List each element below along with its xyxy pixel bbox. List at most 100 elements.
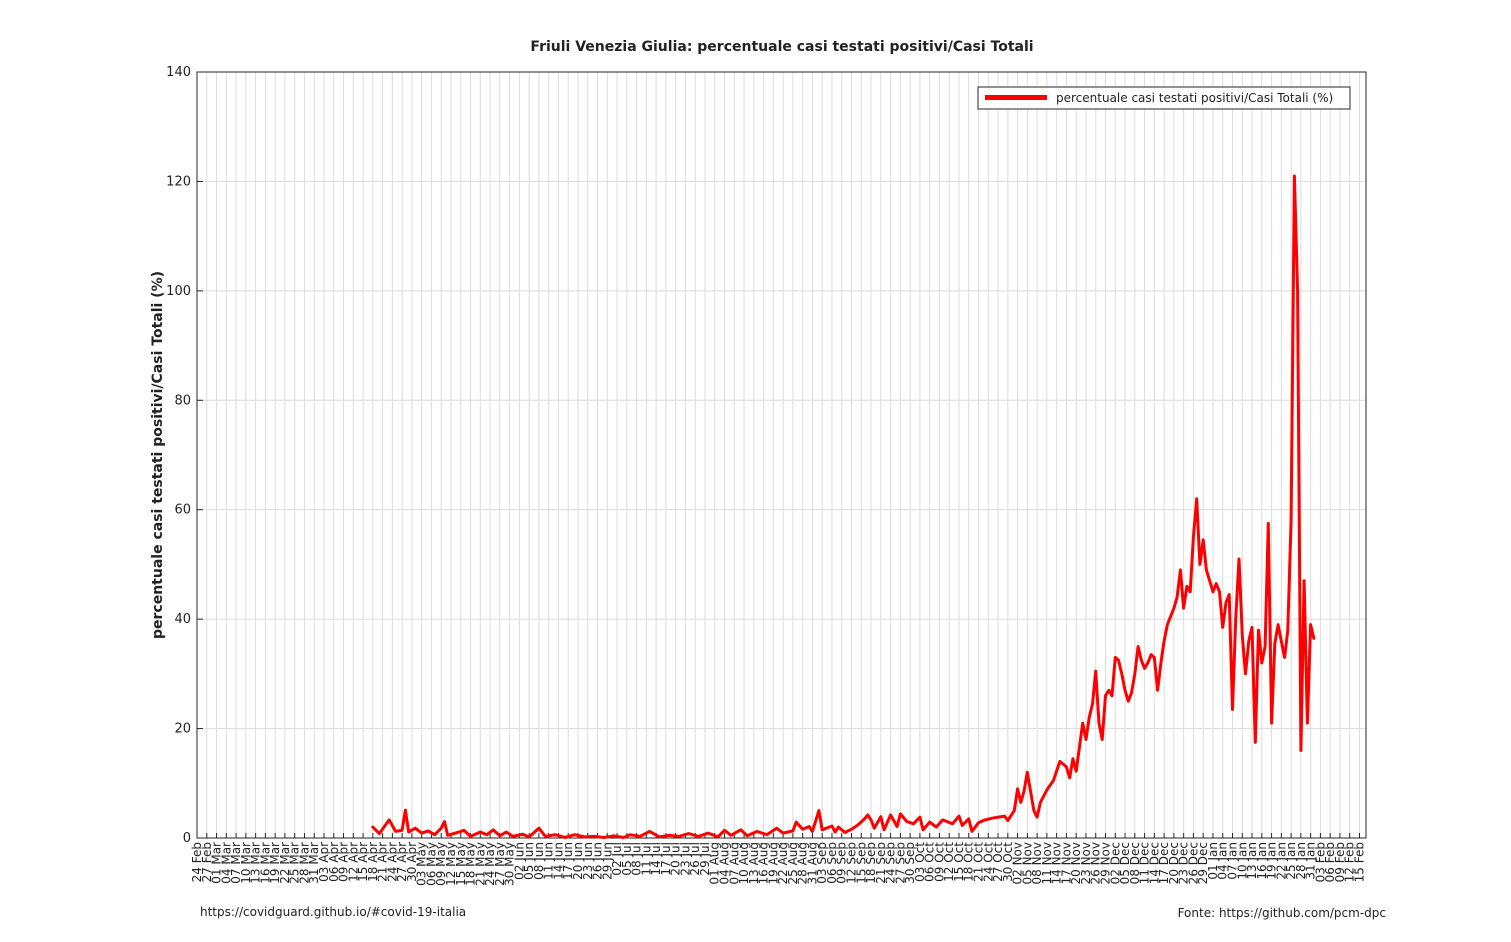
x-tick-label: 10 Mar [239, 842, 253, 884]
x-tick-label: 25 Jan [1284, 842, 1298, 880]
x-tick-label: 15 Sep [854, 842, 868, 884]
x-tick-label: 12 Feb [1343, 842, 1357, 882]
x-tick-label: 30 Sep [903, 842, 917, 884]
x-tick-label: 09 May [434, 842, 448, 886]
x-tick-label: 09 Sep [835, 842, 849, 884]
x-tick-label: 22 Aug [776, 842, 790, 885]
x-tick-label: 06 Apr [327, 842, 341, 882]
x-tick-label: 17 Jul [659, 842, 673, 876]
x-tick-label: 08 Dec [1128, 842, 1142, 884]
x-tick-label: 18 Sep [864, 842, 878, 884]
x-tick-label: 25 Aug [786, 842, 800, 885]
y-tick-label: 40 [174, 612, 191, 627]
x-tick-label: 27 May [493, 842, 507, 886]
x-tick-label: 07 Mar [229, 842, 243, 884]
x-tick-label: 03 May [415, 842, 429, 886]
x-tick-label: 19 Jan [1265, 842, 1279, 880]
x-tick-label: 31 Mar [307, 842, 321, 884]
x-tick-label: 17 Jun [561, 842, 575, 880]
x-tick-label: 27 Apr [395, 842, 409, 882]
x-tick-label: 21 Apr [376, 842, 390, 882]
x-tick-label: 18 May [464, 842, 478, 886]
x-tick-label: 15 Oct [952, 842, 966, 882]
x-tick-label: 20 Dec [1167, 842, 1181, 884]
x-tick-label: 30 Oct [1001, 842, 1015, 882]
series-layer [371, 174, 1316, 839]
x-tick-label: 14 Nov [1050, 842, 1064, 885]
x-tick-label: 11 Jun [542, 842, 556, 880]
x-tick-label: 11 Jul [639, 842, 653, 876]
x-tick-label: 18 Apr [366, 842, 380, 882]
x-tick-label: 24 Feb [190, 842, 204, 882]
x-tick-label: 22 Jan [1274, 842, 1288, 880]
footer-right: Fonte: https://github.com/pcm-dpc [1177, 906, 1386, 920]
plot-frame [196, 71, 1367, 839]
x-tick-label: 17 Dec [1157, 842, 1171, 884]
x-tick-label: 14 Dec [1147, 842, 1161, 884]
x-tick-label: 03 Sep [815, 842, 829, 884]
legend: percentuale casi testati positivi/Casi T… [977, 86, 1351, 110]
x-tick-label: 11 Nov [1040, 842, 1054, 885]
x-tick-label: 15 Apr [356, 842, 370, 882]
x-tick-label: 02 Jul [610, 842, 624, 876]
x-tick-label: 24 Sep [884, 842, 898, 884]
y-tick-label: 0 [183, 831, 191, 846]
x-tick-label: 13 Aug [747, 842, 761, 885]
x-tick-label: 23 Dec [1177, 842, 1191, 884]
x-tick-label: 28 Jan [1294, 842, 1308, 880]
chart-title: Friuli Venezia Giulia: percentuale casi … [530, 39, 1033, 55]
x-tick-label: 12 May [444, 842, 458, 886]
y-tick-label: 60 [174, 503, 191, 518]
x-tick-label: 06 May [424, 842, 438, 886]
x-tick-label: 04 Aug [718, 842, 732, 885]
y-tick-label: 80 [174, 393, 191, 408]
x-tick-label: 31 Aug [805, 842, 819, 885]
x-tick-label: 19 Mar [268, 842, 282, 884]
x-tick-label: 20 Nov [1069, 842, 1083, 885]
x-tick-label: 20 Jun [571, 842, 585, 880]
x-tick-label: 08 Jul [630, 842, 644, 876]
x-tick-label: 13 Mar [249, 842, 263, 884]
x-tick-label: 12 Sep [845, 842, 859, 884]
legend-label: percentuale casi testati positivi/Casi T… [1056, 91, 1333, 105]
x-tick-label: 15 May [454, 842, 468, 886]
y-axis-label: percentuale casi testati positivi/Casi T… [150, 271, 166, 639]
x-tick-label: 27 Feb [200, 842, 214, 882]
y-tick-label: 100 [166, 284, 191, 299]
x-tick-label: 21 Sep [874, 842, 888, 884]
x-tick-label: 23 Jul [678, 842, 692, 876]
x-tick-label: 26 Jun [591, 842, 605, 880]
legend-box [977, 86, 1351, 110]
x-tick-label: 26 Nov [1089, 842, 1103, 885]
x-tick-label: 15 Feb [1352, 842, 1366, 882]
x-tick-label: 27 Sep [893, 842, 907, 884]
x-tick-label: 05 Nov [1020, 842, 1034, 885]
x-tick-label: 28 Aug [796, 842, 810, 885]
x-tick-label: 17 Nov [1059, 842, 1073, 885]
x-tick-label: 29 Dec [1196, 842, 1210, 884]
x-tick-label: 05 Jun [522, 842, 536, 880]
x-tick-label: 03 Apr [317, 842, 331, 882]
x-tick-label: 05 Dec [1118, 842, 1132, 884]
x-tick-label: 04 Jan [1216, 842, 1230, 880]
x-tick-label: 01 Mar [210, 842, 224, 884]
y-tick-label: 140 [166, 65, 191, 80]
x-tick-label: 05 Jul [620, 842, 634, 876]
x-tick-label: 07 Jan [1225, 842, 1239, 880]
x-tick-label: 02 Jun [512, 842, 526, 880]
x-tick-label: 08 Jun [532, 842, 546, 880]
x-tick-label: 18 Oct [962, 842, 976, 882]
x-tick-label: 27 Oct [991, 842, 1005, 882]
grid [196, 72, 1366, 838]
x-tick-label: 08 Nov [1030, 842, 1044, 885]
x-tick-label: 06 Feb [1323, 842, 1337, 882]
x-tick-label: 01 Jan [1206, 842, 1220, 880]
x-tick-label: 29 Jul [698, 842, 712, 876]
x-tick-label: 21 May [473, 842, 487, 886]
x-tick-label: 31 Jan [1304, 842, 1318, 880]
x-tick-label: 14 Jul [649, 842, 663, 876]
x-tick-label: 10 Aug [737, 842, 751, 885]
x-tick-label: 30 May [503, 842, 517, 886]
